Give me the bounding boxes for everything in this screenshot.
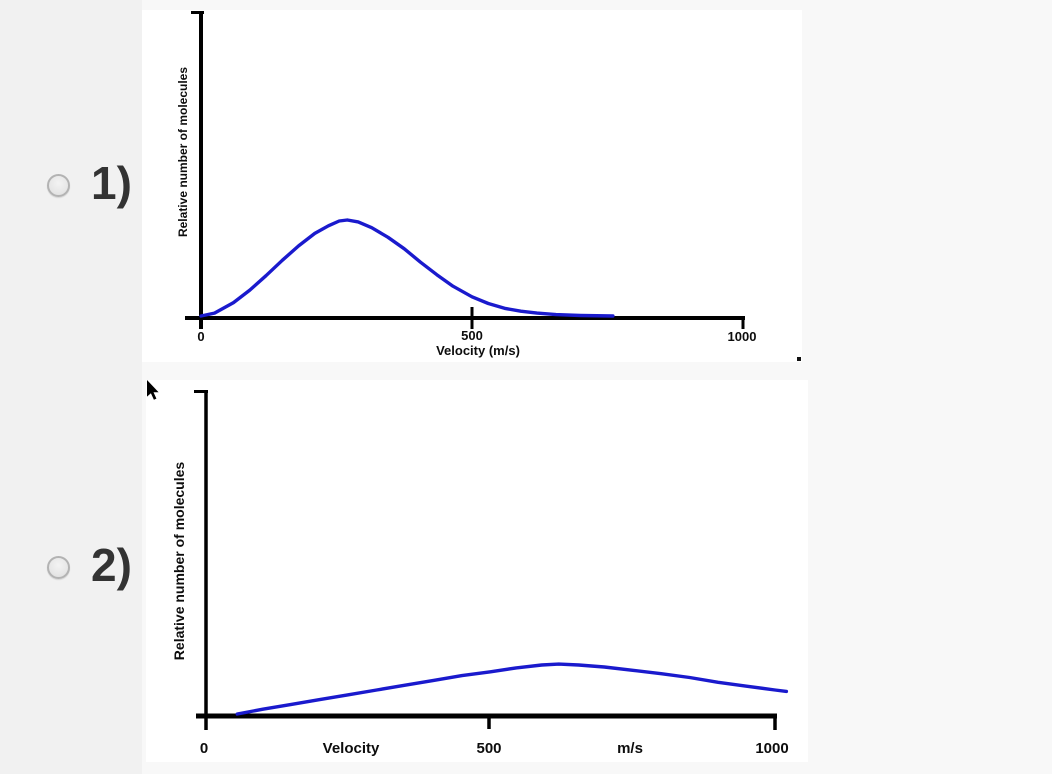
x-tick-label-500: 500 <box>476 740 502 757</box>
x-tick-label-0: 0 <box>199 740 209 757</box>
radio-option-1[interactable] <box>47 174 70 197</box>
x-axis-word-velocity: Velocity <box>322 740 380 757</box>
x-tick-label-500: 500 <box>461 328 483 343</box>
option-2-chart-canvas <box>194 390 789 730</box>
option-1-label: 1) <box>91 157 132 209</box>
x-tick-label-0: 0 <box>197 329 205 344</box>
y-axis-label: Relative number of molecules <box>171 461 187 661</box>
option-1-chart-canvas <box>185 11 745 329</box>
option-2-label: 2) <box>91 539 132 591</box>
radio-option-2[interactable] <box>47 556 70 579</box>
x-tick-label-1000: 1000 <box>755 740 789 757</box>
distribution-curve <box>199 218 615 318</box>
x-axis-label: Velocity (m/s) <box>436 343 520 358</box>
y-axis-label: Relative number of molecules <box>176 66 190 238</box>
mouse-cursor-icon <box>147 380 159 400</box>
trailing-period <box>797 357 801 361</box>
option-2-chart: Relative number of molecules 0 Velocity … <box>146 380 808 762</box>
option-1-chart: Relative number of molecules 0 500 1000 … <box>142 10 802 362</box>
x-axis-units: m/s <box>617 740 643 757</box>
distribution-curve <box>235 662 789 716</box>
x-tick-label-1000: 1000 <box>727 329 757 344</box>
